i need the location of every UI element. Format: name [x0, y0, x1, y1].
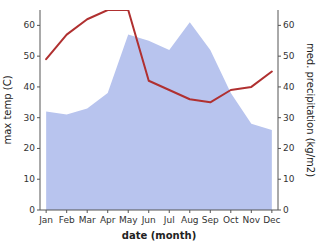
y-tick-label: 0 [29, 205, 35, 215]
y2-tick-label: 60 [283, 20, 295, 30]
y2-tick-label: 30 [283, 113, 295, 123]
x-axis-label: date (month) [122, 230, 196, 241]
x-tick-label: Sep [202, 215, 219, 225]
precipitation-area [46, 22, 272, 210]
y-tick-label: 30 [24, 113, 36, 123]
x-tick-label: Jan [38, 215, 53, 225]
x-tick-label: Nov [243, 215, 261, 225]
y2-tick [278, 25, 281, 26]
y2-tick [278, 117, 281, 118]
x-tick [66, 210, 67, 213]
x-tick-label: Feb [59, 215, 75, 225]
chart-container: 0 10 20 30 40 50 60 0 10 20 30 40 50 60 Jan Feb Mar AprMa… [0, 0, 318, 246]
x-tick-label: Aug [181, 215, 199, 225]
x-tick [271, 210, 272, 213]
x-tick [210, 210, 211, 213]
x-tick [107, 210, 108, 213]
y-tick-label: 50 [24, 51, 36, 61]
x-tick-label: Mar [79, 215, 96, 225]
left-axis-line [40, 10, 41, 210]
x-tick-label: Jul [163, 215, 175, 225]
plot-area [46, 10, 272, 210]
y-tick-label: 40 [24, 82, 36, 92]
y2-tick-label: 50 [283, 51, 295, 61]
y2-tick-label: 20 [283, 143, 295, 153]
y2-tick-label: 0 [283, 205, 289, 215]
x-tick [148, 210, 149, 213]
temperature-line [46, 10, 272, 102]
x-tick [128, 210, 129, 213]
y2-tick-label: 10 [283, 174, 295, 184]
x-tick-label: Oct [223, 215, 239, 225]
y-tick [37, 56, 40, 57]
right-axis-line [278, 10, 279, 210]
y-tick [37, 86, 40, 87]
y-tick-label: 20 [24, 143, 36, 153]
x-tick-label: Dec [263, 215, 280, 225]
y2-tick [278, 86, 281, 87]
y2-tick-label: 40 [283, 82, 295, 92]
x-tick-label: Apr [100, 215, 116, 225]
y2-axis-label: med. precipitation (kg/m2) [305, 43, 316, 177]
y2-tick [278, 179, 281, 180]
y-tick-label: 10 [24, 174, 36, 184]
x-axis-line [40, 210, 278, 211]
y2-tick [278, 56, 281, 57]
x-tick [46, 210, 47, 213]
x-tick [189, 210, 190, 213]
y-tick [37, 148, 40, 149]
y-tick-label: 60 [24, 20, 36, 30]
y-tick [37, 117, 40, 118]
x-tick-label: May [119, 215, 138, 225]
y-tick [37, 25, 40, 26]
y-tick [37, 210, 40, 211]
y2-tick [278, 148, 281, 149]
y2-tick [278, 210, 281, 211]
x-tick-label: Jun [141, 215, 156, 225]
x-tick [251, 210, 252, 213]
x-tick [230, 210, 231, 213]
chart-svg: 0 10 20 30 40 50 60 0 10 20 30 40 50 60 Jan Feb Mar AprMa… [0, 0, 318, 246]
y-tick [37, 179, 40, 180]
x-tick [169, 210, 170, 213]
y-axis-label: max temp (C) [2, 75, 13, 144]
x-tick [87, 210, 88, 213]
